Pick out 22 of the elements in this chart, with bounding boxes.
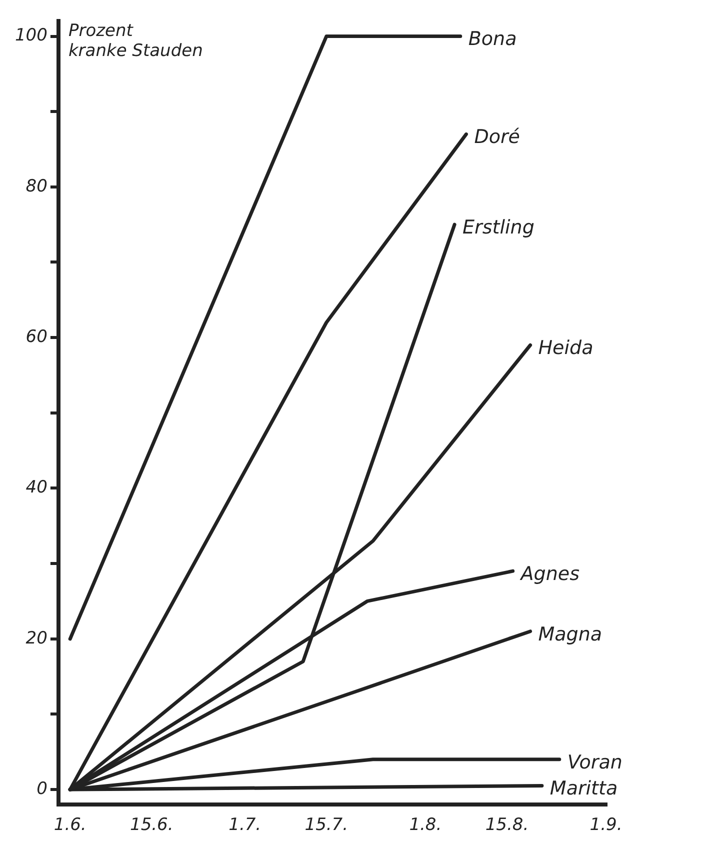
y-tick-label: 20 (26, 628, 48, 648)
y-tick-label: 60 (26, 326, 48, 347)
series-label: Erstling (462, 216, 534, 239)
x-tick-label: 1.9. (590, 815, 622, 836)
series-label: Magna (538, 623, 602, 646)
series-label: Agnes (518, 563, 580, 586)
series-label: Maritta (550, 778, 618, 800)
y-tick-label: 40 (26, 478, 48, 498)
x-tick-label: 15.6. (130, 815, 174, 836)
x-tick-label: 15.8. (485, 815, 529, 836)
series-label: Heida (538, 337, 594, 360)
x-tick-label: 15.7. (304, 815, 348, 836)
y-axis-title: Prozent kranke Stauden (68, 21, 203, 62)
series-label: Bona (468, 28, 517, 50)
x-tick-label: 1.8. (409, 815, 442, 836)
x-tick-label: 1.6. (54, 815, 86, 836)
series-label: Doré (474, 126, 520, 148)
series-label: Voran (567, 751, 622, 774)
x-tick-label: 1.7. (228, 815, 262, 836)
y-tick-label: 80 (26, 176, 48, 196)
y-tick-label: 100 (14, 26, 48, 46)
y-tick-label: 0 (36, 778, 48, 799)
